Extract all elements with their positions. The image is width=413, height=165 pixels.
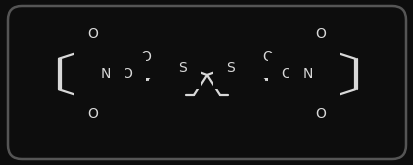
Text: O: O <box>315 107 326 121</box>
Text: O: O <box>121 67 132 81</box>
FancyBboxPatch shape <box>8 6 405 159</box>
Text: O: O <box>87 27 98 41</box>
Text: S: S <box>226 61 235 75</box>
Text: N: N <box>302 67 312 81</box>
Text: O: O <box>315 27 326 41</box>
Text: O: O <box>87 107 98 121</box>
Text: O: O <box>140 50 151 64</box>
Text: S: S <box>178 61 187 75</box>
Text: O: O <box>262 50 273 64</box>
Text: O: O <box>281 67 292 81</box>
Text: N: N <box>101 67 111 81</box>
